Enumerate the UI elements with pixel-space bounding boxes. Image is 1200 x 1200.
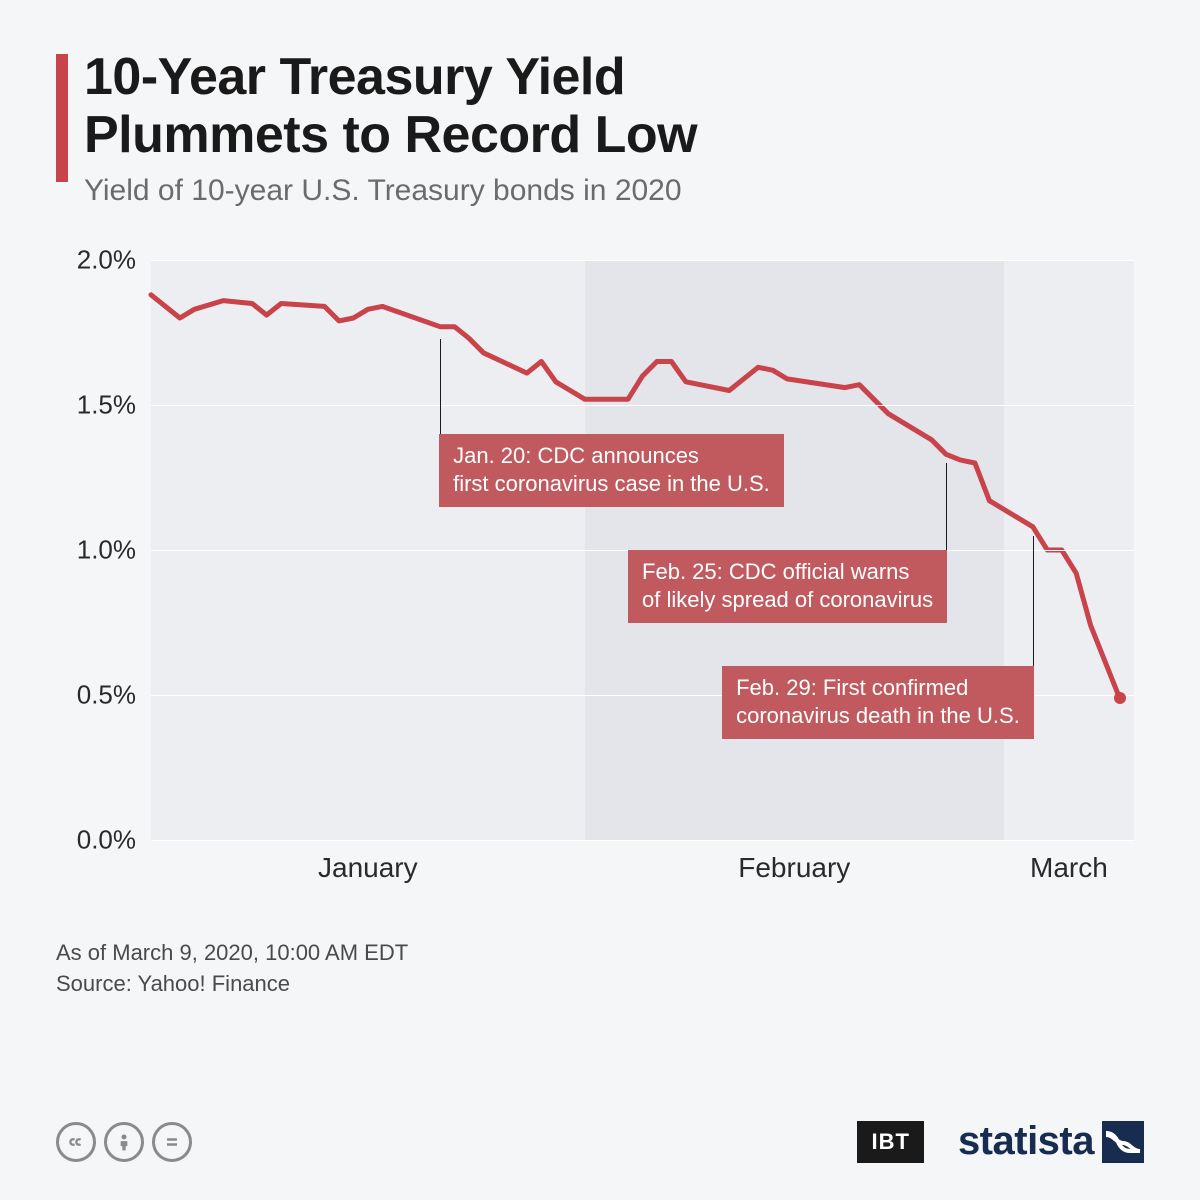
statista-mark-icon xyxy=(1102,1121,1144,1163)
annotation-label: Feb. 29: First confirmedcoronavirus deat… xyxy=(722,666,1034,739)
annotation-leader xyxy=(946,463,947,550)
gridline xyxy=(151,260,1134,261)
y-axis-label: 1.0% xyxy=(77,535,136,566)
header: 10-Year Treasury Yield Plummets to Recor… xyxy=(56,48,1144,208)
page-subtitle: Yield of 10-year U.S. Treasury bonds in … xyxy=(84,174,1144,208)
treasury-yield-chart: 0.0%0.5%1.0%1.5%2.0% Jan. 20: CDC announ… xyxy=(56,260,1144,900)
end-marker xyxy=(1114,692,1126,704)
nd-icon xyxy=(152,1122,192,1162)
y-axis-label: 0.5% xyxy=(77,680,136,711)
page-title: 10-Year Treasury Yield Plummets to Recor… xyxy=(84,48,1144,164)
title-line-2: Plummets to Record Low xyxy=(84,106,697,164)
x-axis-label: February xyxy=(738,852,850,884)
statista-logo: statista xyxy=(958,1119,1144,1164)
annotation-leader xyxy=(1033,536,1034,667)
footnote: As of March 9, 2020, 10:00 AM EDT Source… xyxy=(56,938,1144,1000)
y-axis-label: 2.0% xyxy=(77,245,136,276)
footer: IBT statista xyxy=(56,1119,1144,1164)
statista-wordmark: statista xyxy=(958,1119,1094,1164)
footnote-source: Source: Yahoo! Finance xyxy=(56,969,1144,1000)
annotation-label: Feb. 25: CDC official warnsof likely spr… xyxy=(628,550,947,623)
title-line-1: 10-Year Treasury Yield xyxy=(84,48,625,106)
by-icon xyxy=(104,1122,144,1162)
header-accent-bar xyxy=(56,54,68,182)
plot-area: Jan. 20: CDC announcesfirst coronavirus … xyxy=(151,260,1134,840)
y-axis-label: 0.0% xyxy=(77,825,136,856)
x-axis-label: January xyxy=(318,852,418,884)
y-axis-label: 1.5% xyxy=(77,390,136,421)
gridline xyxy=(151,405,1134,406)
ibt-logo: IBT xyxy=(857,1121,923,1163)
brand-logos: IBT statista xyxy=(857,1119,1144,1164)
x-axis: January February March xyxy=(151,840,1134,900)
x-axis-label: March xyxy=(1030,852,1108,884)
y-axis: 0.0%0.5%1.0%1.5%2.0% xyxy=(56,260,146,840)
cc-license-icons xyxy=(56,1122,192,1162)
annotation-leader xyxy=(440,339,441,435)
cc-icon xyxy=(56,1122,96,1162)
annotation-label: Jan. 20: CDC announcesfirst coronavirus … xyxy=(439,434,784,507)
footnote-date: As of March 9, 2020, 10:00 AM EDT xyxy=(56,938,1144,969)
